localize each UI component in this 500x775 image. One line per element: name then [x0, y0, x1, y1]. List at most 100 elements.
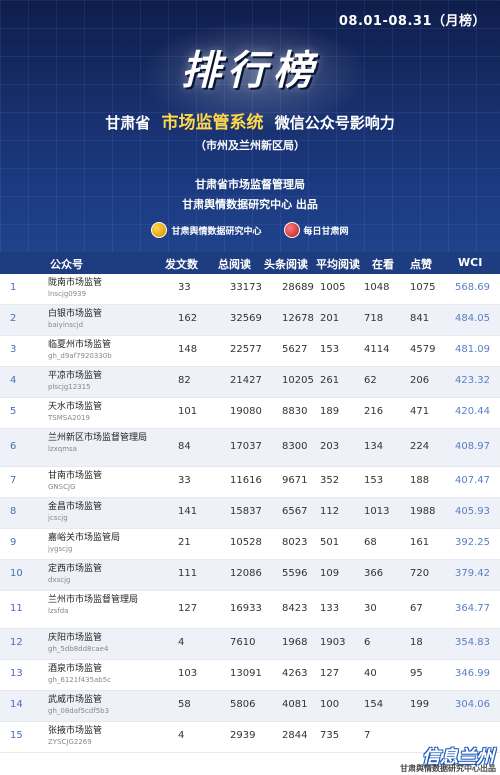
table-row: 12 庆阳市场监管 gh_5db8dd8cae4 4 7610 1968 190… [0, 629, 500, 660]
table-header: 公众号 发文数 总阅读 头条阅读 平均阅读 在看 点赞 WCI [0, 252, 500, 274]
table-row: 10 定西市场监管 dxscjg 111 12086 5596 109 366 … [0, 560, 500, 591]
account-name: 天水市场监管 [48, 402, 103, 412]
watching-count: 154 [364, 699, 384, 710]
total-reads: 19080 [230, 406, 262, 417]
table-row: 11 兰州市市场监督管理局 lzsfda 127 16933 8423 133 … [0, 591, 500, 629]
account-cell: 庆阳市场监管 gh_5db8dd8cae4 [48, 633, 148, 654]
headline-reads: 8830 [282, 406, 308, 417]
headline-reads: 6567 [282, 506, 308, 517]
headline-reads: 5596 [282, 568, 308, 579]
account-id: plscjg12315 [48, 383, 91, 391]
average-reads: 100 [320, 699, 340, 710]
account-id: baiyinscjd [48, 321, 84, 329]
watching-count: 68 [364, 537, 377, 548]
table-row: 15 张掖市场监管 ZYSCJG2269 4 2939 2844 735 7 [0, 722, 500, 753]
table-row: 9 嘉峪关市场监管局 jygscjg 21 10528 8023 501 68 … [0, 529, 500, 560]
likes-count: 188 [410, 475, 430, 486]
total-reads: 5806 [230, 699, 256, 710]
account-id: ZYSCJG2269 [48, 738, 92, 746]
posts-count: 101 [178, 406, 198, 417]
likes-count: 1075 [410, 282, 436, 293]
total-reads: 7610 [230, 637, 256, 648]
subtitle: 甘肃省 市场监管系统 微信公众号影响力 [0, 108, 500, 133]
account-id: lzxqmsa [48, 445, 77, 453]
watching-count: 7 [364, 730, 371, 741]
posts-count: 141 [178, 506, 198, 517]
average-reads: 189 [320, 406, 340, 417]
watching-count: 153 [364, 475, 384, 486]
likes-count: 720 [410, 568, 430, 579]
column-header-average-reads: 平均阅读 [316, 258, 360, 271]
account-cell: 甘南市场监管 GNSCJG [48, 471, 148, 492]
wci-score: 484.05 [455, 313, 490, 324]
average-reads: 261 [320, 375, 340, 386]
total-reads: 21427 [230, 375, 262, 386]
average-reads: 352 [320, 475, 340, 486]
likes-count: 4579 [410, 344, 436, 355]
rank: 13 [10, 668, 23, 679]
wci-score: 354.83 [455, 637, 490, 648]
average-reads: 203 [320, 441, 340, 452]
account-name: 金昌市场监管 [48, 502, 103, 512]
rank: 5 [10, 406, 17, 417]
watching-count: 134 [364, 441, 384, 452]
watching-count: 4114 [364, 344, 390, 355]
average-reads: 201 [320, 313, 340, 324]
account-id: lzsfda [48, 607, 69, 615]
total-reads: 11616 [230, 475, 262, 486]
posts-count: 4 [178, 730, 185, 741]
ranking-table: 1 陇南市场监管 lnscjg0939 33 33173 28689 1005 … [0, 274, 500, 753]
posts-count: 148 [178, 344, 198, 355]
average-reads: 735 [320, 730, 340, 741]
total-reads: 13091 [230, 668, 262, 679]
posts-count: 4 [178, 637, 185, 648]
account-name: 平凉市场监管 [48, 371, 103, 381]
headline-reads: 1968 [282, 637, 308, 648]
rank: 7 [10, 475, 17, 486]
wci-score: 392.25 [455, 537, 490, 548]
account-name: 定西市场监管 [48, 564, 103, 574]
watching-count: 62 [364, 375, 377, 386]
likes-count: 199 [410, 699, 430, 710]
posts-count: 33 [178, 475, 191, 486]
watching-count: 40 [364, 668, 377, 679]
rank: 6 [10, 441, 17, 452]
logo-research-center-label: 甘肃舆情数据研究中心 [171, 226, 262, 237]
account-cell: 陇南市场监管 lnscjg0939 [48, 278, 148, 299]
account-name: 兰州新区市场监督管理局 [48, 433, 148, 443]
average-reads: 133 [320, 603, 340, 614]
likes-count: 67 [410, 603, 423, 614]
wci-score: 346.99 [455, 668, 490, 679]
table-row: 2 白银市场监管 baiyinscjd 162 32569 12678 201 … [0, 305, 500, 336]
average-reads: 127 [320, 668, 340, 679]
table-row: 14 武威市场监管 gh_08daf5cdf5b3 58 5806 4081 1… [0, 691, 500, 722]
table-row: 1 陇南市场监管 lnscjg0939 33 33173 28689 1005 … [0, 274, 500, 305]
banner-glow-decoration [140, 20, 370, 130]
account-cell: 酒泉市场监管 gh_6121f435ab5c [48, 664, 148, 685]
average-reads: 501 [320, 537, 340, 548]
posts-count: 58 [178, 699, 191, 710]
watching-count: 366 [364, 568, 384, 579]
account-cell: 兰州新区市场监督管理局 lzxqmsa [48, 433, 148, 454]
headline-reads: 28689 [282, 282, 314, 293]
likes-count: 161 [410, 537, 430, 548]
likes-count: 206 [410, 375, 430, 386]
total-reads: 15837 [230, 506, 262, 517]
account-id: gh_6121f435ab5c [48, 676, 112, 684]
research-center-logo-icon [151, 222, 168, 238]
total-reads: 32569 [230, 313, 262, 324]
account-name: 临夏州市场监管 [48, 340, 112, 350]
organizer-name: 甘肃省市场监督管理局 [195, 178, 305, 191]
wci-score: 405.93 [455, 506, 490, 517]
banner-grid-decoration [0, 0, 500, 252]
logo-daily-gansu-label: 每日甘肃网 [303, 226, 349, 237]
total-reads: 12086 [230, 568, 262, 579]
table-row: 5 天水市场监管 TSMSA2019 101 19080 8830 189 21… [0, 398, 500, 429]
subtitle-scope: （市州及兰州新区局） [195, 139, 305, 152]
header-banner: 08.01-08.31（月榜） 排行榜 甘肃省 市场监管系统 微信公众号影响力 … [0, 0, 500, 252]
watching-count: 718 [364, 313, 384, 324]
likes-count: 224 [410, 441, 430, 452]
likes-count: 95 [410, 668, 423, 679]
daily-gansu-logo-icon [283, 222, 300, 238]
account-name: 兰州市市场监督管理局 [48, 595, 139, 605]
